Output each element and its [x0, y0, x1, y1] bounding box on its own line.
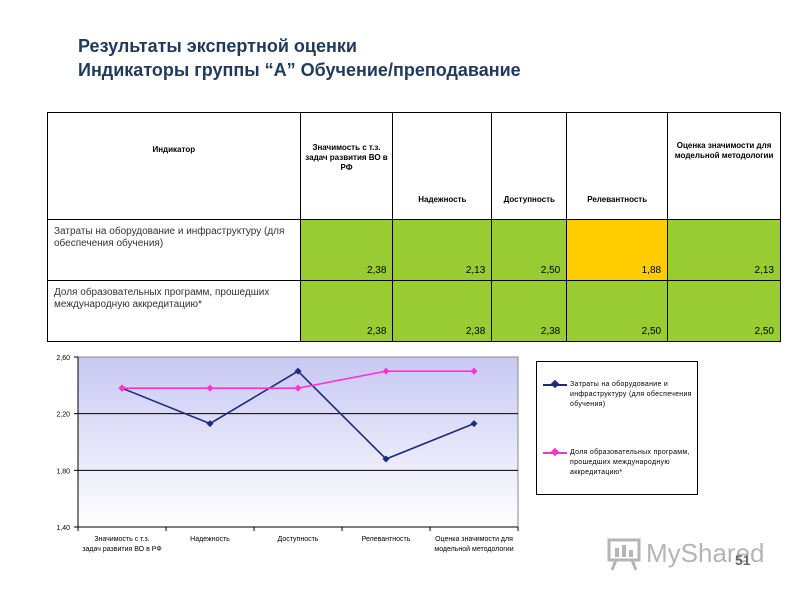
y-tick-label: 1,40 [56, 525, 70, 532]
plot-area [77, 356, 519, 528]
presentation-board-icon [607, 538, 641, 571]
header-model-assessment: Оценка значимости для модельной методоло… [667, 112, 781, 220]
diamond-marker-icon [550, 379, 560, 389]
diamond-marker-icon [550, 447, 560, 457]
table-cell: 2,50 [667, 280, 781, 342]
page-number: 51 [735, 552, 751, 568]
header-accessibility: Доступность [491, 112, 568, 220]
x-tick-label: Релевантность [362, 536, 411, 543]
data-point [382, 455, 390, 463]
legend-label: Доля образовательных программ, прошедших… [570, 449, 690, 476]
x-tick-label: Оценка значимости для модельной методолог… [434, 536, 513, 553]
data-point [470, 420, 478, 428]
row-indicator-name: Доля образовательных программ, прошедших… [47, 280, 301, 342]
data-point [294, 367, 302, 375]
table-cell: 1,88 [566, 219, 669, 281]
slide-title: Результаты экспертной оценки Индикаторы … [78, 34, 521, 82]
table-cell: 2,13 [392, 219, 493, 281]
table-cell: 2,38 [299, 219, 394, 281]
data-point [206, 420, 214, 428]
table-cell: 2,38 [491, 280, 568, 342]
y-tick-label: 1,80 [56, 468, 70, 475]
data-point [470, 367, 478, 375]
table-cell: 2,13 [667, 219, 781, 281]
data-point [294, 384, 302, 392]
indicator-table: Индикатор Значимость с т.з. задач развит… [47, 112, 781, 342]
line-chart: 2,60 2,20 1,80 1,40 Значимость с т.з. задач р… [56, 355, 519, 553]
data-point [382, 367, 390, 375]
table-cell: 2,50 [491, 219, 568, 281]
chart-legend: Затраты на оборудование и инфраструктуру… [536, 361, 698, 495]
table-row: Доля образовательных программ, прошедших… [47, 280, 781, 342]
title-line-1: Результаты экспертной оценки [78, 36, 357, 56]
y-tick-label: 2,60 [56, 355, 70, 362]
table-cell: 2,38 [299, 280, 394, 342]
x-tick-label: Значимость с т.з. задач развития ВО в РФ [82, 536, 161, 553]
row-indicator-name: Затраты на оборудование и инфраструктуру… [47, 219, 301, 281]
legend-label: Затраты на оборудование и инфраструктуру… [570, 381, 692, 408]
table-row: Затраты на оборудование и инфраструктуру… [47, 219, 781, 281]
header-reliability: Надежность [392, 112, 493, 220]
table-cell: 2,38 [392, 280, 493, 342]
header-relevance: Релевантность [566, 112, 669, 220]
data-point [206, 384, 214, 392]
table-cell: 2,50 [566, 280, 669, 342]
x-tick-label: Доступность [278, 536, 319, 543]
header-indicator: Индикатор [47, 112, 301, 220]
watermark-text: MyShared [646, 538, 765, 568]
y-tick-label: 2,20 [56, 412, 70, 419]
x-tick-label: Надежность [190, 536, 230, 543]
header-significance: Значимость с т.з. задач развития ВО в РФ [299, 112, 394, 220]
data-point [118, 384, 126, 392]
title-line-2: Индикаторы группы “А” Обучение/преподава… [78, 60, 521, 80]
